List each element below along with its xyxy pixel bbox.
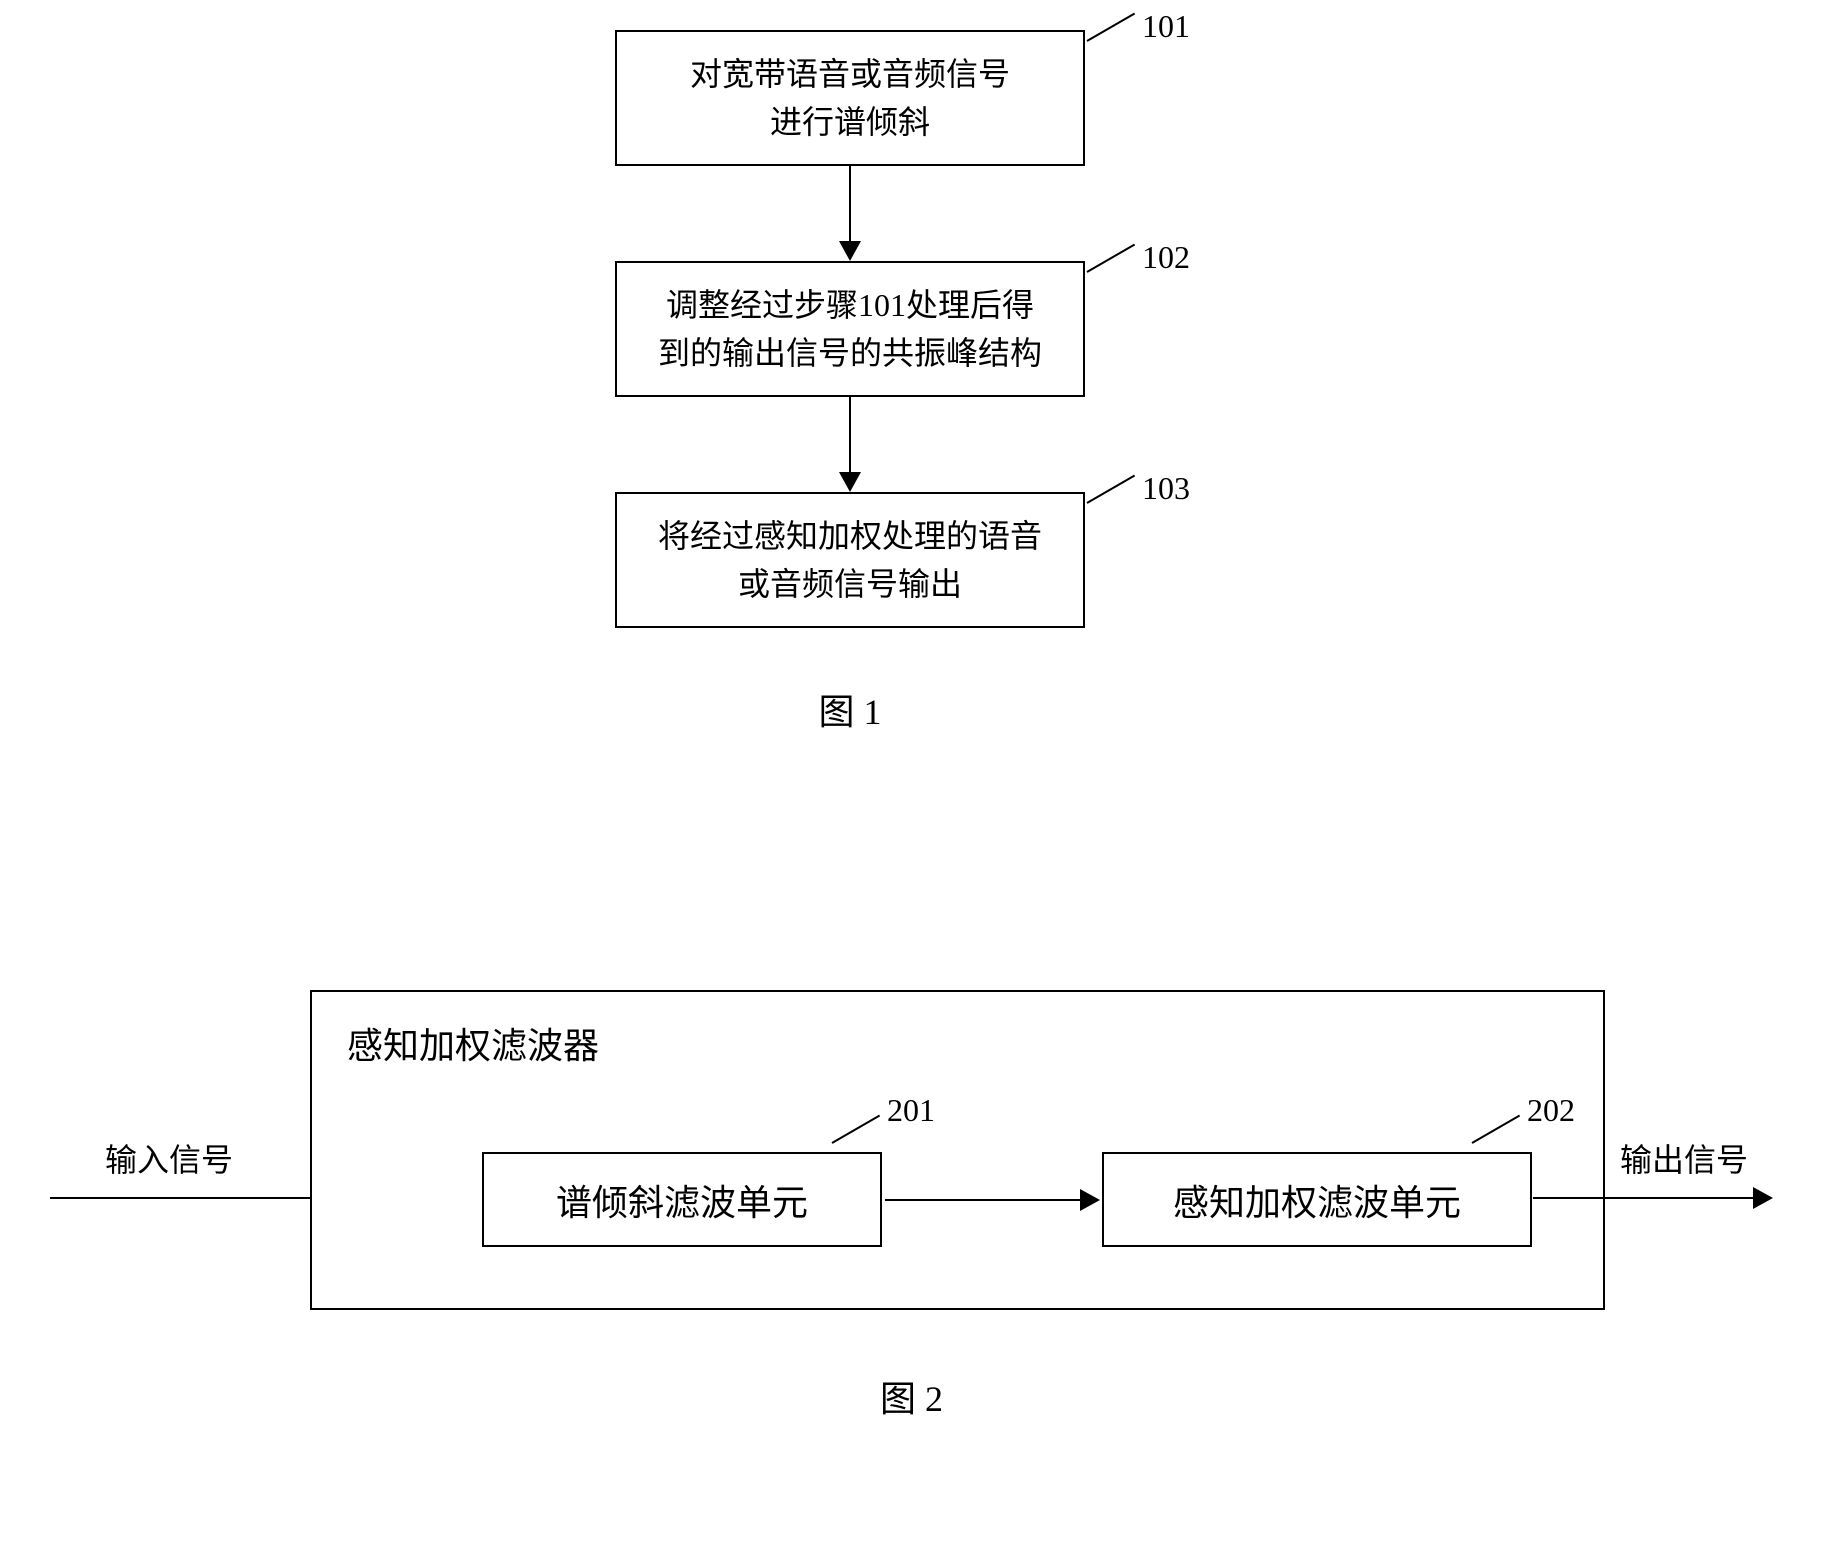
arrow-line bbox=[1533, 1197, 1753, 1200]
output-arrow bbox=[1533, 1187, 1773, 1209]
arrow-line bbox=[849, 397, 852, 472]
arrow-head bbox=[1753, 1187, 1773, 1209]
output-signal-label: 输出信号 bbox=[1620, 1135, 1748, 1181]
flow-box-103-line2: 或音频信号输出 bbox=[647, 560, 1053, 608]
figure-1-flowchart: 对宽带语音或音频信号 进行谱倾斜 101 调整经过步骤101处理后得 到的输出信… bbox=[500, 30, 1200, 735]
figure-2-block-diagram: 输入信号 感知加权滤波器 谱倾斜滤波单元 201 感知加权滤波单元 202 输出… bbox=[50, 960, 1773, 1410]
flow-label-101: 101 bbox=[1142, 2, 1190, 50]
figure-2-caption: 图 2 bbox=[50, 1370, 1773, 1422]
flow-box-103: 将经过感知加权处理的语音 或音频信号输出 103 bbox=[615, 492, 1085, 628]
perceptual-weighting-filter-box: 感知加权滤波器 谱倾斜滤波单元 201 感知加权滤波单元 202 bbox=[310, 990, 1605, 1310]
inner-label-201: 201 bbox=[887, 1092, 935, 1129]
inner-label-202: 202 bbox=[1527, 1092, 1575, 1129]
flow-box-101-line2: 进行谱倾斜 bbox=[647, 98, 1053, 146]
arrow-head bbox=[839, 241, 861, 261]
flow-label-101-line bbox=[1087, 13, 1136, 42]
inner-box-201-text: 谱倾斜滤波单元 bbox=[556, 1174, 808, 1226]
flow-box-102: 调整经过步骤101处理后得 到的输出信号的共振峰结构 102 bbox=[615, 261, 1085, 397]
flow-label-103: 103 bbox=[1142, 464, 1190, 512]
arrow-head bbox=[1080, 1189, 1100, 1211]
arrow-line bbox=[849, 166, 852, 241]
flow-box-103-line1: 将经过感知加权处理的语音 bbox=[647, 512, 1053, 560]
arrow-1-to-2 bbox=[500, 166, 1200, 261]
flow-box-101: 对宽带语音或音频信号 进行谱倾斜 101 bbox=[615, 30, 1085, 166]
perceptual-weighting-filter-unit: 感知加权滤波单元 bbox=[1102, 1152, 1532, 1247]
inner-box-202-text: 感知加权滤波单元 bbox=[1173, 1174, 1461, 1226]
inner-label-202-line bbox=[1472, 1115, 1521, 1144]
inner-label-201-line bbox=[832, 1115, 881, 1144]
arrow-head bbox=[839, 472, 861, 492]
figure-1-caption: 图 1 bbox=[500, 683, 1200, 735]
spectral-tilt-filter-unit: 谱倾斜滤波单元 bbox=[482, 1152, 882, 1247]
flow-box-101-line1: 对宽带语音或音频信号 bbox=[647, 50, 1053, 98]
flow-label-102: 102 bbox=[1142, 233, 1190, 281]
arrow-2-to-3 bbox=[500, 397, 1200, 492]
input-signal-label: 输入信号 bbox=[105, 1135, 233, 1181]
flow-box-102-line1: 调整经过步骤101处理后得 bbox=[647, 281, 1053, 329]
middle-arrow bbox=[885, 1189, 1100, 1211]
arrow-line bbox=[885, 1199, 1080, 1202]
outer-box-title: 感知加权滤波器 bbox=[347, 1017, 599, 1069]
flow-box-102-line2: 到的输出信号的共振峰结构 bbox=[647, 329, 1053, 377]
